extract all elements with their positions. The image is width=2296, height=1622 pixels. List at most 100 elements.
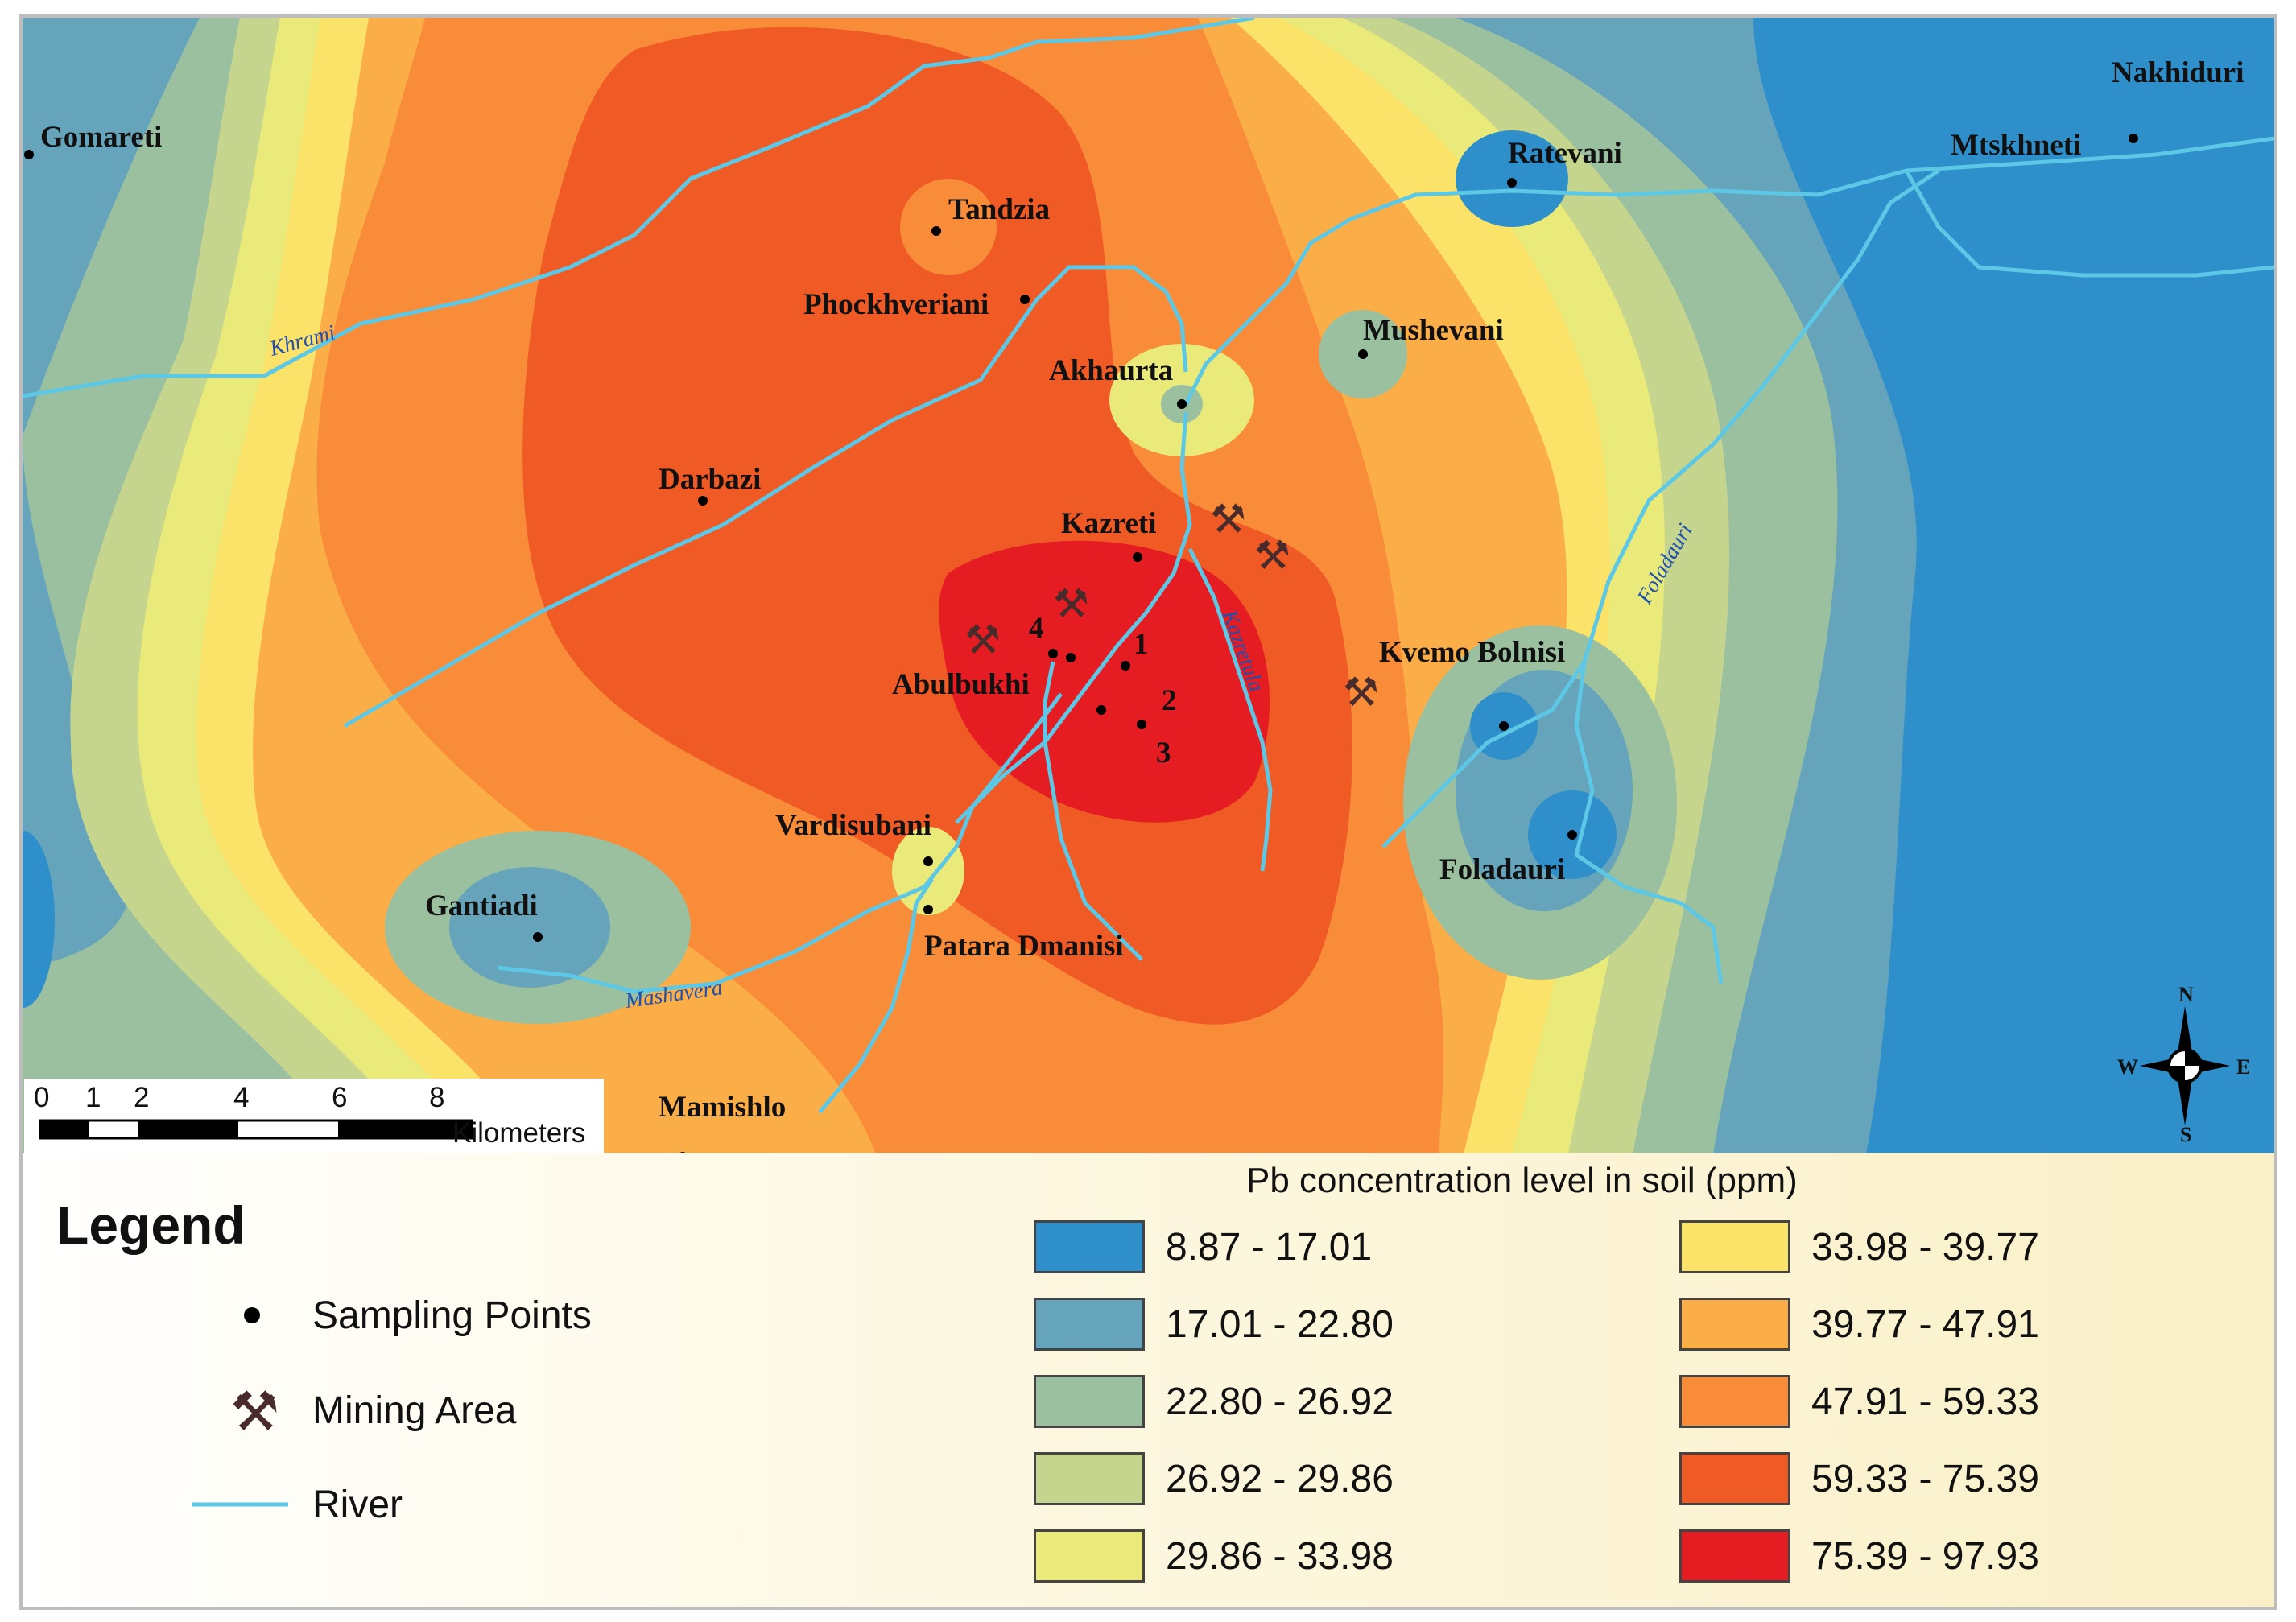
legend-item-river: River	[192, 1476, 403, 1533]
place-label: Kazreti	[1061, 507, 1156, 540]
river-east	[1904, 169, 2274, 278]
sampling-point	[1507, 178, 1517, 188]
class-swatch	[1034, 1375, 1145, 1428]
sampling-point	[1358, 349, 1368, 359]
class-row: 17.01 - 22.80	[1034, 1294, 1394, 1354]
place-label: Foladauri	[1439, 853, 1565, 886]
bubble-tandzia	[900, 179, 997, 275]
place-label: Darbazi	[659, 463, 761, 496]
place-label: Kvemo Bolnisi	[1379, 636, 1565, 669]
pick-shovel-icon: ⚒	[230, 1382, 279, 1438]
place-label: Abulbukhi	[892, 668, 1030, 701]
sample-number: 4	[1029, 612, 1044, 645]
pick-shovel-icon: ⚒	[964, 617, 1001, 663]
sampling-point	[1020, 295, 1030, 304]
river-abulbukhi	[955, 661, 1055, 824]
sampling-point	[923, 856, 933, 866]
legend-panel: Legend Sampling Points ⚒ Mining Area Riv…	[23, 1153, 2274, 1607]
pb-concentration-map: Khrami Mashavera Kazretula Foladauri ⚒ ⚒…	[23, 18, 2274, 1154]
sample-number: 3	[1156, 737, 1171, 770]
sample-number: 1	[1134, 628, 1149, 661]
north-arrow-icon: N S W E	[2117, 984, 2250, 1145]
sampling-point	[1177, 399, 1187, 409]
river-patara	[818, 877, 935, 1114]
place-label: Mamishlo	[659, 1091, 786, 1124]
pick-shovel-icon: ⚒	[1053, 580, 1089, 627]
scale-tick: 4	[233, 1082, 250, 1113]
class-row: 22.80 - 26.92	[1034, 1372, 1394, 1431]
scale-tick: 1	[85, 1082, 101, 1113]
compass-w: W	[2117, 1055, 2138, 1079]
sampling-point	[1137, 720, 1146, 729]
scale-bar-graphic	[39, 1119, 473, 1140]
class-label: 29.86 - 33.98	[1166, 1534, 1394, 1578]
sampling-point	[533, 932, 543, 942]
river-foladauri-south	[1574, 661, 1724, 984]
legend-item-label: River	[312, 1483, 403, 1526]
class-swatch	[1034, 1298, 1145, 1351]
class-label: 8.87 - 17.01	[1166, 1225, 1373, 1269]
river-akhaurta-north	[1183, 136, 2274, 406]
class-swatch	[1679, 1298, 1790, 1351]
class-row: 29.86 - 33.98	[1034, 1526, 1394, 1586]
zone-75-97	[939, 540, 1270, 823]
dot-icon	[244, 1307, 260, 1323]
pick-shovel-icon: ⚒	[1343, 669, 1379, 716]
scale-tick: 8	[429, 1082, 445, 1113]
river-kazretula-east	[1187, 547, 1273, 872]
sampling-point	[1096, 705, 1106, 715]
class-swatch	[1679, 1220, 1790, 1273]
class-row: 8.87 - 17.01	[1034, 1217, 1372, 1277]
sampling-point	[1066, 653, 1076, 662]
class-label: 75.39 - 97.93	[1811, 1534, 2039, 1578]
river-line-icon	[192, 1502, 288, 1507]
place-label: Gantiadi	[425, 889, 538, 922]
class-swatch	[1679, 1452, 1790, 1505]
bubble-west-edge	[23, 831, 55, 1008]
river-foladauri	[1381, 168, 1940, 848]
class-label: 33.98 - 39.77	[1811, 1225, 2039, 1269]
scale-unit: Kilometers	[452, 1117, 586, 1149]
place-label: Tandzia	[948, 193, 1050, 226]
class-row: 26.92 - 29.86	[1034, 1449, 1394, 1509]
class-swatch	[1034, 1220, 1145, 1273]
pick-shovel-icon: ⚒	[1254, 532, 1290, 579]
concentration-title: Pb concentration level in soil (ppm)	[1246, 1161, 1798, 1200]
class-swatch	[1679, 1375, 1790, 1428]
legend-item-mining: ⚒ Mining Area	[230, 1382, 516, 1438]
sampling-point	[1499, 721, 1509, 731]
place-label: Mushevani	[1363, 314, 1504, 347]
river-mashavera	[497, 692, 1063, 994]
sampling-points	[24, 134, 2138, 1154]
place-label: Patara Dmanisi	[924, 930, 1124, 963]
sampling-point	[931, 226, 941, 236]
class-label: 59.33 - 75.39	[1811, 1457, 2039, 1500]
class-label: 26.92 - 29.86	[1166, 1457, 1394, 1500]
sampling-point	[923, 905, 933, 914]
river-khrami	[23, 18, 1255, 398]
river-kazretula	[1043, 411, 1192, 961]
sampling-point	[698, 496, 708, 506]
scale-tick: 6	[332, 1082, 348, 1113]
place-label: Ratevani	[1508, 137, 1622, 170]
class-swatch	[1679, 1529, 1790, 1583]
class-row: 75.39 - 97.93	[1679, 1526, 2039, 1586]
scale-bar: 0 1 2 4 6 8 Kilometers	[24, 1079, 604, 1153]
class-swatch	[1034, 1452, 1145, 1505]
place-label: Akhaurta	[1049, 354, 1173, 387]
map-figure: Khrami Mashavera Kazretula Foladauri ⚒ ⚒…	[19, 14, 2277, 1610]
class-label: 39.77 - 47.91	[1811, 1302, 2039, 1346]
scale-tick: 0	[34, 1082, 50, 1113]
mining-sites: ⚒ ⚒ ⚒ ⚒ ⚒	[964, 496, 1379, 716]
sampling-point	[2129, 134, 2138, 143]
legend-item-label: Sampling Points	[312, 1294, 592, 1337]
pick-shovel-icon: ⚒	[1210, 496, 1246, 543]
legend-item-sampling: Sampling Points	[244, 1287, 592, 1343]
bubble-gantiadi-inner	[449, 867, 610, 988]
class-row: 59.33 - 75.39	[1679, 1449, 2039, 1509]
class-row: 47.91 - 59.33	[1679, 1372, 2039, 1431]
sampling-point	[1121, 661, 1130, 671]
compass-e: E	[2236, 1055, 2250, 1079]
river-darbazi	[343, 265, 1188, 728]
class-label: 47.91 - 59.33	[1811, 1380, 2039, 1423]
